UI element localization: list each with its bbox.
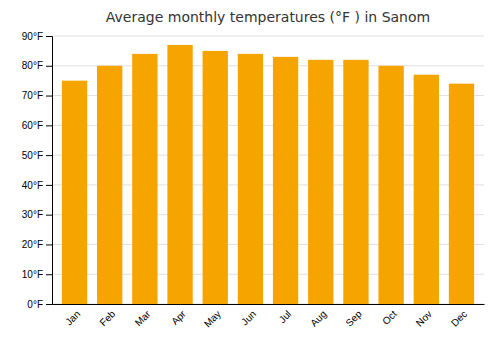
tick: 90°F: [22, 31, 52, 42]
tick: 10°F: [22, 269, 52, 280]
tick-mark: [46, 215, 52, 216]
bar: [378, 66, 403, 304]
tick-label: Dec: [449, 308, 469, 328]
tick: Dec: [449, 308, 469, 328]
tick-label: 40°F: [22, 180, 43, 191]
bars: [62, 45, 474, 304]
tick-label: 80°F: [22, 60, 43, 71]
tick-label: 0°F: [27, 299, 43, 310]
tick-label: 20°F: [22, 239, 43, 250]
tick: Apr: [169, 308, 188, 327]
tick-label: Feb: [98, 308, 118, 328]
tick-mark: [46, 36, 52, 37]
tick-label: Apr: [169, 308, 188, 327]
tick-mark: [46, 96, 52, 97]
chart: 0°F 10°F 20°F 30°F 40°F 50°F 60°F 70°F 80°F 90°F J…: [0, 0, 500, 350]
tick: Mar: [133, 308, 153, 328]
bar: [97, 66, 122, 304]
tick: May: [202, 308, 223, 329]
tick-label: 90°F: [22, 31, 43, 42]
tick-label: Oct: [380, 308, 399, 327]
tick-label: Jan: [63, 308, 82, 327]
axis-line: [53, 304, 485, 305]
tick-label: 10°F: [22, 269, 43, 280]
bar: [343, 60, 368, 304]
tick-label: 50°F: [22, 150, 43, 161]
bar: [273, 57, 298, 304]
tick: 50°F: [22, 150, 52, 161]
tick-label: May: [202, 308, 223, 329]
title: Average monthly temperatures (°F ) in Sa…: [106, 9, 430, 25]
tick: Feb: [98, 308, 118, 328]
bar: [62, 81, 87, 304]
tick: Nov: [414, 308, 434, 328]
tick-mark: [46, 185, 52, 186]
tick: Sep: [343, 308, 364, 329]
tick: Oct: [380, 308, 399, 327]
tick: 30°F: [22, 209, 52, 220]
tick-label: 70°F: [22, 90, 43, 101]
tick-label: Jul: [277, 308, 294, 325]
bar: [414, 75, 439, 304]
bar: [449, 84, 474, 304]
y-axis: 0°F 10°F 20°F 30°F 40°F 50°F 60°F 70°F 80°F 90°F: [22, 31, 53, 310]
grid: [52, 36, 484, 304]
bar: [132, 54, 157, 304]
tick: 60°F: [22, 120, 52, 131]
tick: Aug: [308, 308, 328, 328]
plot: 0°F 10°F 20°F 30°F 40°F 50°F 60°F 70°F 80°F 90°F J…: [22, 31, 485, 330]
tick: Jul: [277, 308, 294, 325]
bar: [238, 54, 263, 304]
tick-label: Aug: [308, 308, 328, 328]
bar: [308, 60, 333, 304]
tick-label: Jun: [239, 308, 258, 327]
tick-label: Nov: [414, 308, 434, 328]
tick-mark: [46, 125, 52, 126]
bar: [167, 45, 192, 304]
tick-mark: [46, 304, 52, 305]
tick: 0°F: [27, 299, 52, 310]
tick-label: 30°F: [22, 209, 43, 220]
tick-label: 60°F: [22, 120, 43, 131]
tick: Jan: [63, 308, 82, 327]
tick-mark: [46, 155, 52, 156]
tick-mark: [46, 274, 52, 275]
tick: 80°F: [22, 60, 52, 71]
bar: [203, 51, 228, 304]
tick: 40°F: [22, 180, 52, 191]
tick-mark: [46, 66, 52, 67]
grid-line: [52, 36, 484, 37]
tick: Jun: [239, 308, 258, 327]
tick-label: Sep: [343, 308, 364, 329]
tick: 20°F: [22, 239, 52, 250]
tick: 70°F: [22, 90, 52, 101]
tick-mark: [46, 244, 52, 245]
tick-label: Mar: [133, 308, 153, 328]
x-axis: Jan Feb Mar Apr May Jun Jul Aug Sep Oct Nov Dec: [53, 305, 485, 330]
axis-line: [46, 37, 53, 305]
